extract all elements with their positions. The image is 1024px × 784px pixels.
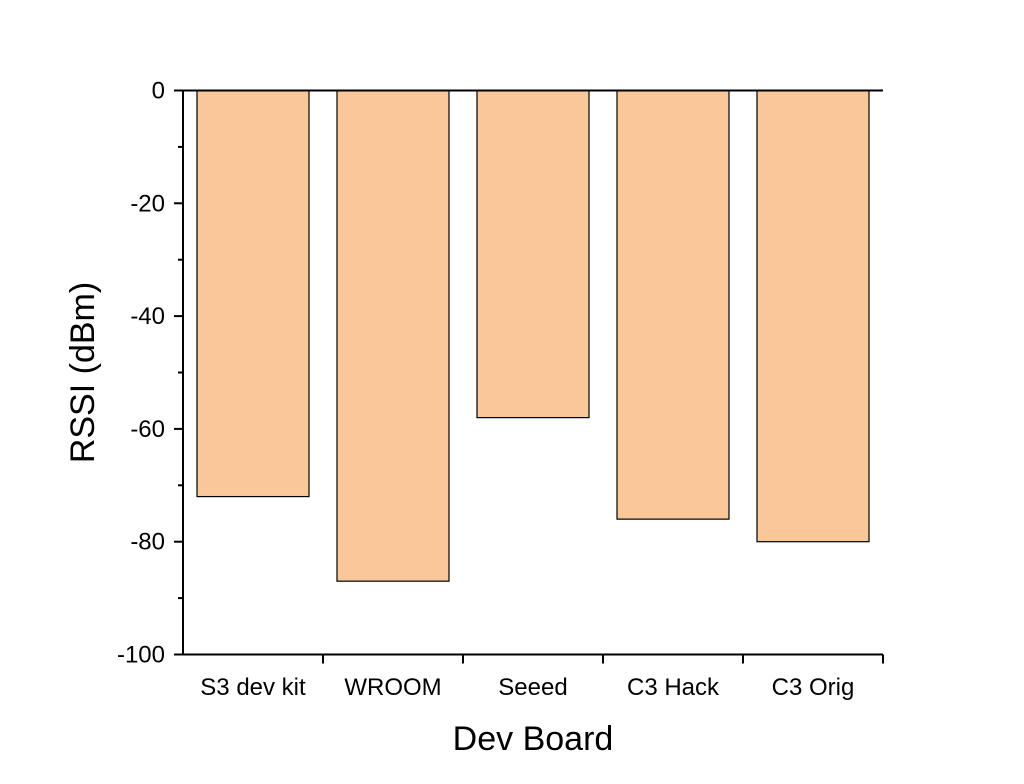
- bar-4: [616, 89, 730, 520]
- x-axis-title: Dev Board: [453, 720, 614, 758]
- bars-group: [196, 89, 870, 582]
- y-tick-label: 0: [152, 78, 165, 105]
- y-ticks-group: 0 -20 -40 -60 -80 -100: [117, 78, 183, 669]
- y-tick-label: -60: [130, 416, 165, 443]
- y-tick-label: -20: [130, 190, 165, 217]
- bar-5: [756, 89, 870, 543]
- x-ticks-group: S3 dev kit WROOM Seeed C3 Hack C3 Orig: [200, 654, 884, 701]
- x-tick-label: C3 Orig: [772, 674, 855, 701]
- x-tick-label: C3 Hack: [627, 674, 720, 701]
- x-tick-label: S3 dev kit: [200, 674, 306, 701]
- x-tick-label: Seeed: [498, 674, 567, 701]
- bar-2: [336, 89, 450, 582]
- y-tick-label: -80: [130, 529, 165, 556]
- y-tick-label: -100: [117, 642, 165, 669]
- bar-3: [476, 89, 590, 419]
- y-tick-label: -40: [130, 303, 165, 330]
- y-axis-title: RSSI (dBm): [64, 282, 102, 463]
- x-tick-label: WROOM: [344, 674, 441, 701]
- bar-1: [196, 89, 310, 498]
